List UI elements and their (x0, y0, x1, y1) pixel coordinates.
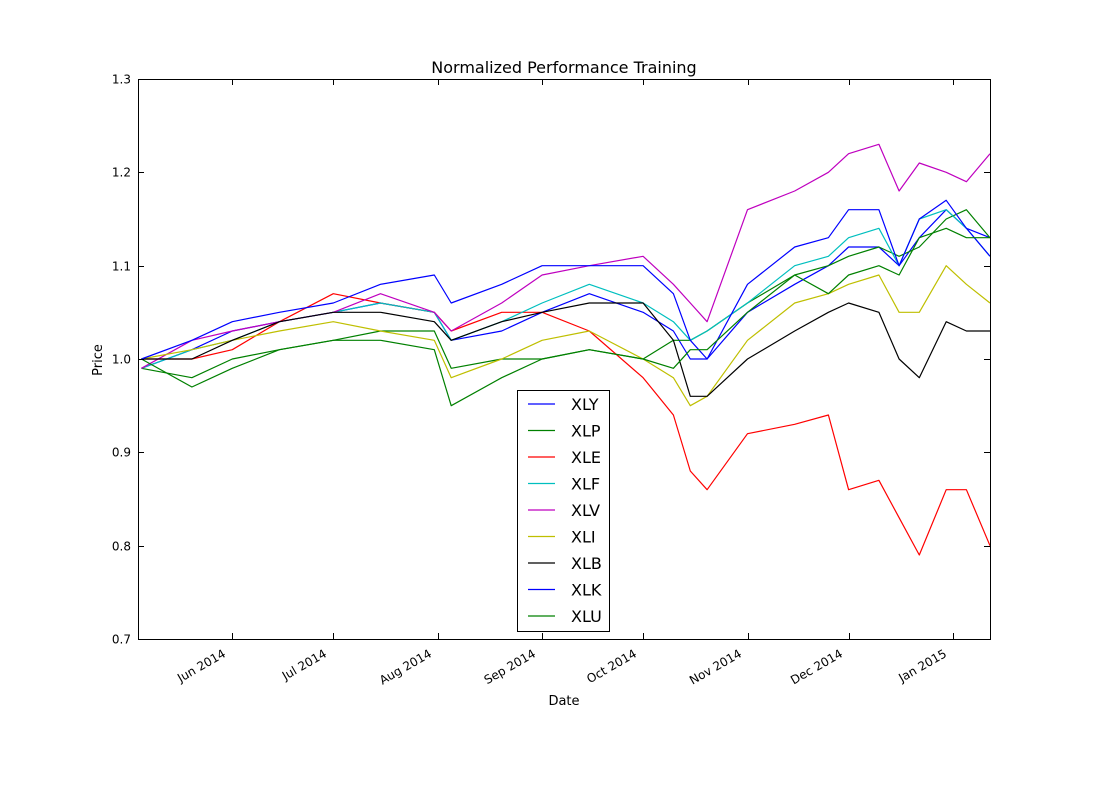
series-layer (141, 143, 991, 556)
legend-label-xlf: XLF (571, 475, 600, 494)
legend-label-xli: XLI (571, 528, 596, 547)
series-line-xle (141, 293, 991, 556)
legend: XLY XLP XLE XLF XLV XLI XLB XLK XLU (517, 390, 610, 632)
chart-title: Normalized Performance Training (431, 58, 696, 77)
series-line-xlb (141, 302, 990, 397)
series-line-xlu (141, 227, 990, 407)
legend-label-xlp: XLP (571, 422, 601, 441)
y-tick-label: 1.1 (112, 260, 131, 274)
y-tick-label: 1.3 (112, 73, 131, 87)
series-line-xli (141, 265, 991, 407)
y-axis-label: Price (91, 344, 106, 376)
y-tick-label: 0.9 (112, 446, 131, 460)
y-tick-label: 0.7 (112, 633, 131, 647)
y-tick-label: 1.2 (112, 166, 131, 180)
legend-label-xlu: XLU (571, 607, 602, 626)
legend-label-xly: XLY (571, 395, 599, 414)
legend-label-xlv: XLV (571, 501, 600, 520)
x-axis-label: Date (548, 694, 579, 709)
legend-label-xlb: XLB (571, 554, 602, 573)
y-tick-label: 0.8 (112, 540, 131, 554)
y-tick-label: 1.0 (112, 353, 131, 367)
legend-label-xlk: XLK (571, 581, 602, 600)
legend-label-xle: XLE (571, 448, 601, 467)
series-line-xlk (141, 199, 991, 360)
